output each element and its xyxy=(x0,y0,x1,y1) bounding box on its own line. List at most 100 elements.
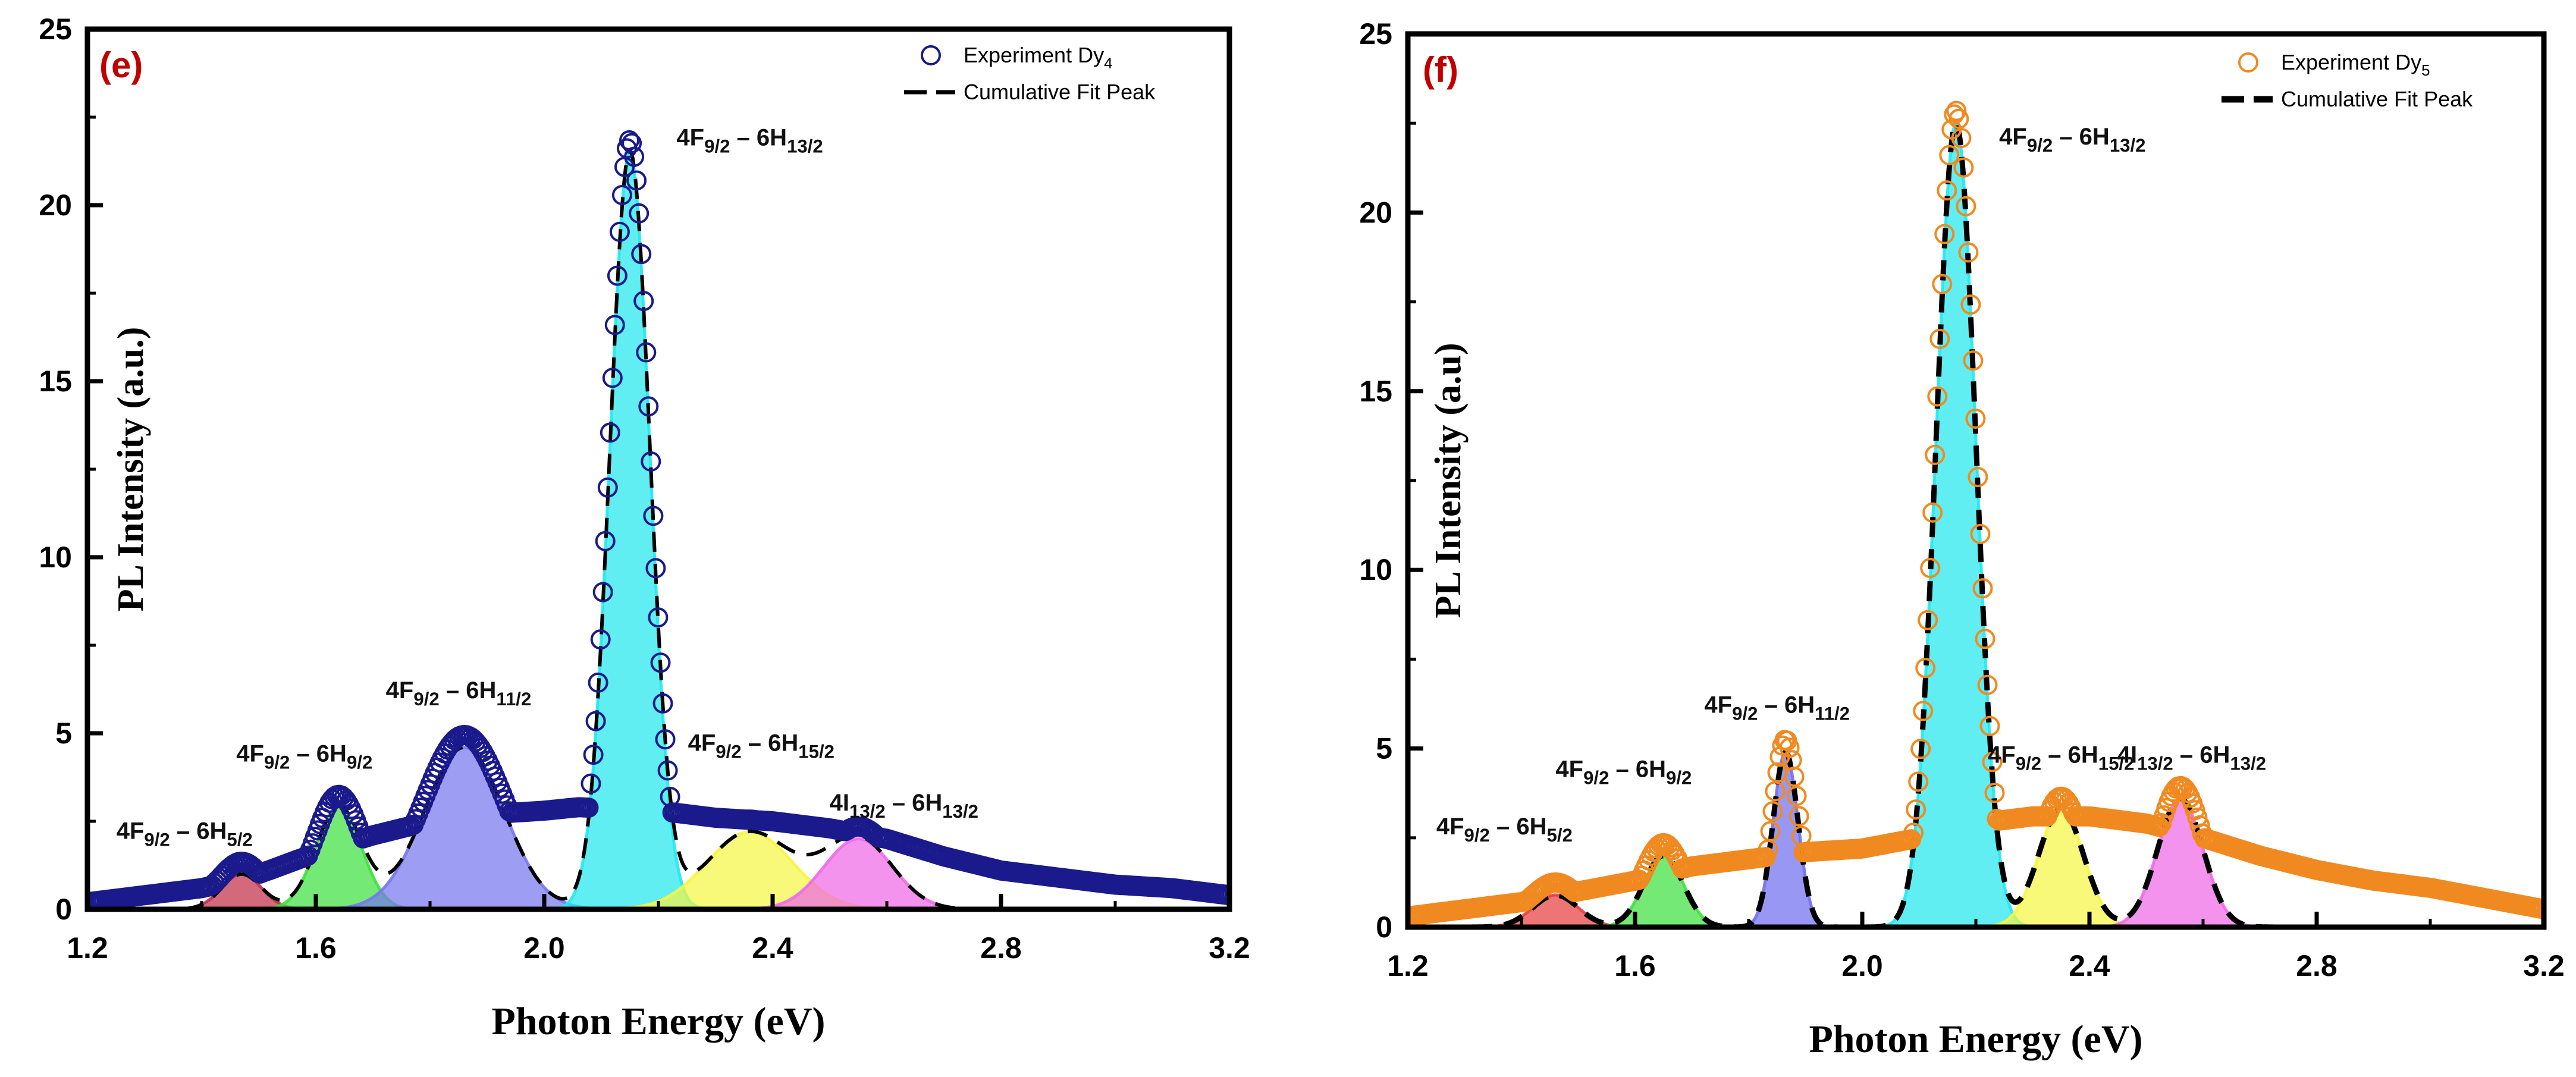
data-point xyxy=(588,672,608,693)
data-point xyxy=(648,607,669,628)
data-point xyxy=(1946,101,1967,121)
peak-annotation: 4F9/2 – 6H5/2 xyxy=(1436,814,1573,846)
data-point xyxy=(1956,196,1976,216)
experiment-series xyxy=(87,130,1229,909)
plot-area xyxy=(1408,101,2544,927)
x-tick-label: 2.8 xyxy=(980,931,1022,965)
data-point xyxy=(1960,294,1981,315)
data-point xyxy=(631,244,652,265)
cumulative-fit-line xyxy=(1408,118,2544,927)
data-point xyxy=(1760,821,1781,841)
peak-annotation: 4I13/2 – 6H13/2 xyxy=(830,790,978,822)
data-point xyxy=(1913,701,1934,721)
experiment-series xyxy=(1408,101,2544,927)
data-point xyxy=(592,582,613,602)
data-point xyxy=(638,396,659,417)
data-point xyxy=(1903,822,1924,843)
data-point xyxy=(583,745,604,765)
y-tick-label: 15 xyxy=(1359,375,1392,408)
data-point xyxy=(1970,524,1991,544)
y-axis-label: PL Intensity (a.u.) xyxy=(111,327,151,612)
peak-annotation: 4F9/2 – 6H11/2 xyxy=(386,677,532,709)
x-tick-label: 2.0 xyxy=(1841,949,1883,982)
data-point xyxy=(1918,610,1938,630)
data-point xyxy=(626,170,647,191)
data-point xyxy=(1789,806,1809,827)
y-tick-label: 25 xyxy=(1359,17,1392,51)
data-point xyxy=(1920,558,1941,579)
data-point xyxy=(1949,108,1969,129)
data-point xyxy=(1958,242,1979,263)
data-point xyxy=(1953,157,1974,178)
legend-label-experiment: Experiment Dy5 xyxy=(2281,50,2430,79)
data-point xyxy=(1908,771,1929,792)
y-tick-label: 0 xyxy=(1376,910,1392,944)
data-point xyxy=(1944,104,1965,125)
legend-label-fit: Cumulative Fit Peak xyxy=(964,80,1156,104)
data-point xyxy=(1975,629,1995,649)
y-tick-label: 15 xyxy=(39,365,72,398)
data-point xyxy=(1937,180,1957,201)
x-tick-label: 1.6 xyxy=(1614,949,1656,982)
data-point xyxy=(624,146,645,167)
data-point xyxy=(1939,145,1960,165)
peak-annotation: 4F9/2 – 6H13/2 xyxy=(676,124,823,156)
legend: Experiment Dy4 Cumulative Fit Peak xyxy=(904,43,1156,104)
data-point xyxy=(2173,777,2194,797)
peak-annotation: 4F9/2 – 6H15/2 xyxy=(1988,742,2134,774)
data-point xyxy=(1965,409,1986,429)
data-point xyxy=(604,315,625,335)
data-point xyxy=(466,731,486,752)
data-point xyxy=(622,133,642,153)
data-point xyxy=(1927,386,1948,407)
legend: Experiment Dy5 Cumulative Fit Peak xyxy=(2222,50,2473,111)
y-tick-label: 25 xyxy=(39,12,72,46)
data-point xyxy=(645,558,666,579)
plot-area xyxy=(87,130,1229,909)
x-tick-label: 2.0 xyxy=(523,931,565,965)
data-point xyxy=(590,629,611,650)
panel-label: (f) xyxy=(1423,50,1458,90)
data-point xyxy=(1779,737,1800,758)
data-point xyxy=(595,530,616,551)
data-point xyxy=(1915,658,1936,679)
data-point xyxy=(597,477,618,498)
data-point xyxy=(581,773,601,794)
y-axis-label: PL Intensity (a.u) xyxy=(1428,343,1469,618)
data-point xyxy=(1786,786,1807,806)
x-tick-label: 1.2 xyxy=(67,931,108,965)
data-point xyxy=(629,203,650,224)
chart-panel-f: 1.2 1.6 2.0 2.4 2.8 3.2 0 5 10 15 20 25 Photon Energ… xyxy=(1359,17,2564,1061)
data-point xyxy=(1906,799,1926,820)
legend-label-fit: Cumulative Fit Peak xyxy=(2281,87,2473,111)
peak-annotation: 4F9/2 – 6H9/2 xyxy=(236,740,372,773)
x-tick-label: 3.2 xyxy=(2523,949,2565,982)
data-point xyxy=(1972,578,1993,599)
data-point xyxy=(600,422,620,443)
x-axis-label: Photon Energy (eV) xyxy=(492,1000,826,1043)
data-point xyxy=(2151,813,2172,834)
data-point xyxy=(1765,781,1786,802)
peak-annotation: 4I13/2 – 6H13/2 xyxy=(2117,742,2266,774)
data-point xyxy=(578,797,599,818)
data-point xyxy=(652,693,673,714)
y-tick-label: 10 xyxy=(1359,553,1392,586)
peak-annotation: 4F9/2 – 6H9/2 xyxy=(1555,756,1692,789)
data-point xyxy=(607,265,627,286)
data-point xyxy=(1934,224,1955,244)
data-point xyxy=(657,760,678,781)
data-point xyxy=(636,342,657,363)
data-point xyxy=(1984,783,2005,803)
data-point xyxy=(1932,274,1953,294)
y-tick-label: 5 xyxy=(1376,732,1392,765)
x-axis-label: Photon Energy (eV) xyxy=(1809,1018,2143,1061)
y-tick-label: 20 xyxy=(39,189,72,222)
data-point xyxy=(2149,817,2170,837)
data-point xyxy=(1963,350,1984,371)
data-point xyxy=(611,185,632,205)
x-tick-label: 2.4 xyxy=(752,931,793,965)
data-point xyxy=(1925,444,1946,465)
x-tick-label: 1.2 xyxy=(1387,949,1429,982)
data-point xyxy=(1762,801,1783,822)
data-point xyxy=(643,505,664,526)
